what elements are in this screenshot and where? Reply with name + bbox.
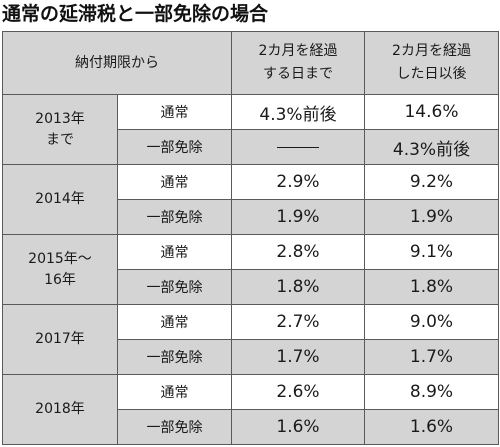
table-row: 2017年 通常 2.7% 9.0% [2,304,499,375]
value-cell: 1.6% [364,409,499,445]
table-row: 2013年 まで 通常 4.3%前後 14.6% [2,94,499,165]
year-label-line1: 2018年 [35,401,85,417]
within-2-months-header: 2カ月を経過 する日まで [231,31,365,95]
page-title: 通常の延滞税と一部免除の場合 [2,3,269,25]
header-row: 納付期限から 2カ月を経過 する日まで 2カ月を経過 した日以後 [2,31,499,95]
year-label-line1: 2017年 [35,331,85,347]
year-label-line1: 2013年 [35,110,85,127]
value-cell: 1.7% [364,339,499,375]
value-cell: 9.1% [364,234,499,270]
table-row: 一部免除 4.3%前後 [3,129,499,165]
value-cell: 9.2% [364,164,499,200]
kind-partial-exemption: 一部免除 [117,199,232,235]
kind-normal: 通常 [117,234,232,270]
value-cell: 4.3%前後 [231,94,365,130]
year-label-line1: 2014年 [35,191,85,207]
value-cell: 2.7% [231,304,365,340]
value-cell: 1.9% [231,199,365,235]
year-cell: 2018年 [2,374,118,445]
after-2-months-header-line1: 2カ月を経過 [392,43,471,59]
kind-normal: 通常 [117,164,232,200]
year-label-line2: 16年 [44,271,76,288]
value-cell: 2.6% [231,374,365,410]
year-cell: 2013年 まで [2,94,118,165]
delinquency-tax-table: 納付期限から 2カ月を経過 する日まで 2カ月を経過 した日以後 2013年 ま… [2,31,499,445]
value-cell: 9.0% [364,304,499,340]
kind-partial-exemption: 一部免除 [117,409,232,445]
kind-normal: 通常 [117,304,232,340]
value-cell: 4.3%前後 [364,129,499,165]
table-row: 一部免除 1.9% 1.9% [3,199,499,235]
within-2-months-header-line2: する日まで [263,66,333,82]
table-row: 2015年〜 16年 通常 2.8% 9.1% [2,234,499,305]
value-cell: 1.9% [364,199,499,235]
within-2-months-header-line1: 2カ月を経過 [258,43,338,59]
year-cell: 2015年〜 16年 [2,234,118,305]
after-2-months-header-line2: した日以後 [396,66,467,82]
period-header-label: 納付期限から [75,54,159,71]
value-cell: 2.9% [231,164,365,200]
period-header: 納付期限から [2,31,232,95]
value-cell: 1.8% [364,269,499,305]
year-cell: 2017年 [2,304,118,375]
year-cell: 2014年 [2,164,118,235]
after-2-months-header: 2カ月を経過 した日以後 [364,31,499,95]
year-label-line1: 2015年〜 [28,250,92,267]
kind-partial-exemption: 一部免除 [117,339,232,375]
table-row: 2018年 通常 2.6% 8.9% [2,374,499,445]
kind-partial-exemption: 一部免除 [117,269,232,305]
value-cell: 8.9% [364,374,499,410]
value-cell: 1.6% [231,409,365,445]
table-row: 一部免除 1.6% 1.6% [3,409,499,445]
value-cell: 14.6% [364,94,499,130]
year-label-line2: まで [46,131,74,148]
kind-normal: 通常 [117,374,232,410]
value-cell: 1.7% [231,339,365,375]
table-row: 2014年 通常 2.9% 9.2% [2,164,499,235]
kind-normal: 通常 [117,94,232,130]
value-cell-not-applicable [231,129,365,165]
dash-mark [277,146,319,148]
value-cell: 1.8% [231,269,365,305]
value-cell: 2.8% [231,234,365,270]
kind-partial-exemption: 一部免除 [117,129,232,165]
